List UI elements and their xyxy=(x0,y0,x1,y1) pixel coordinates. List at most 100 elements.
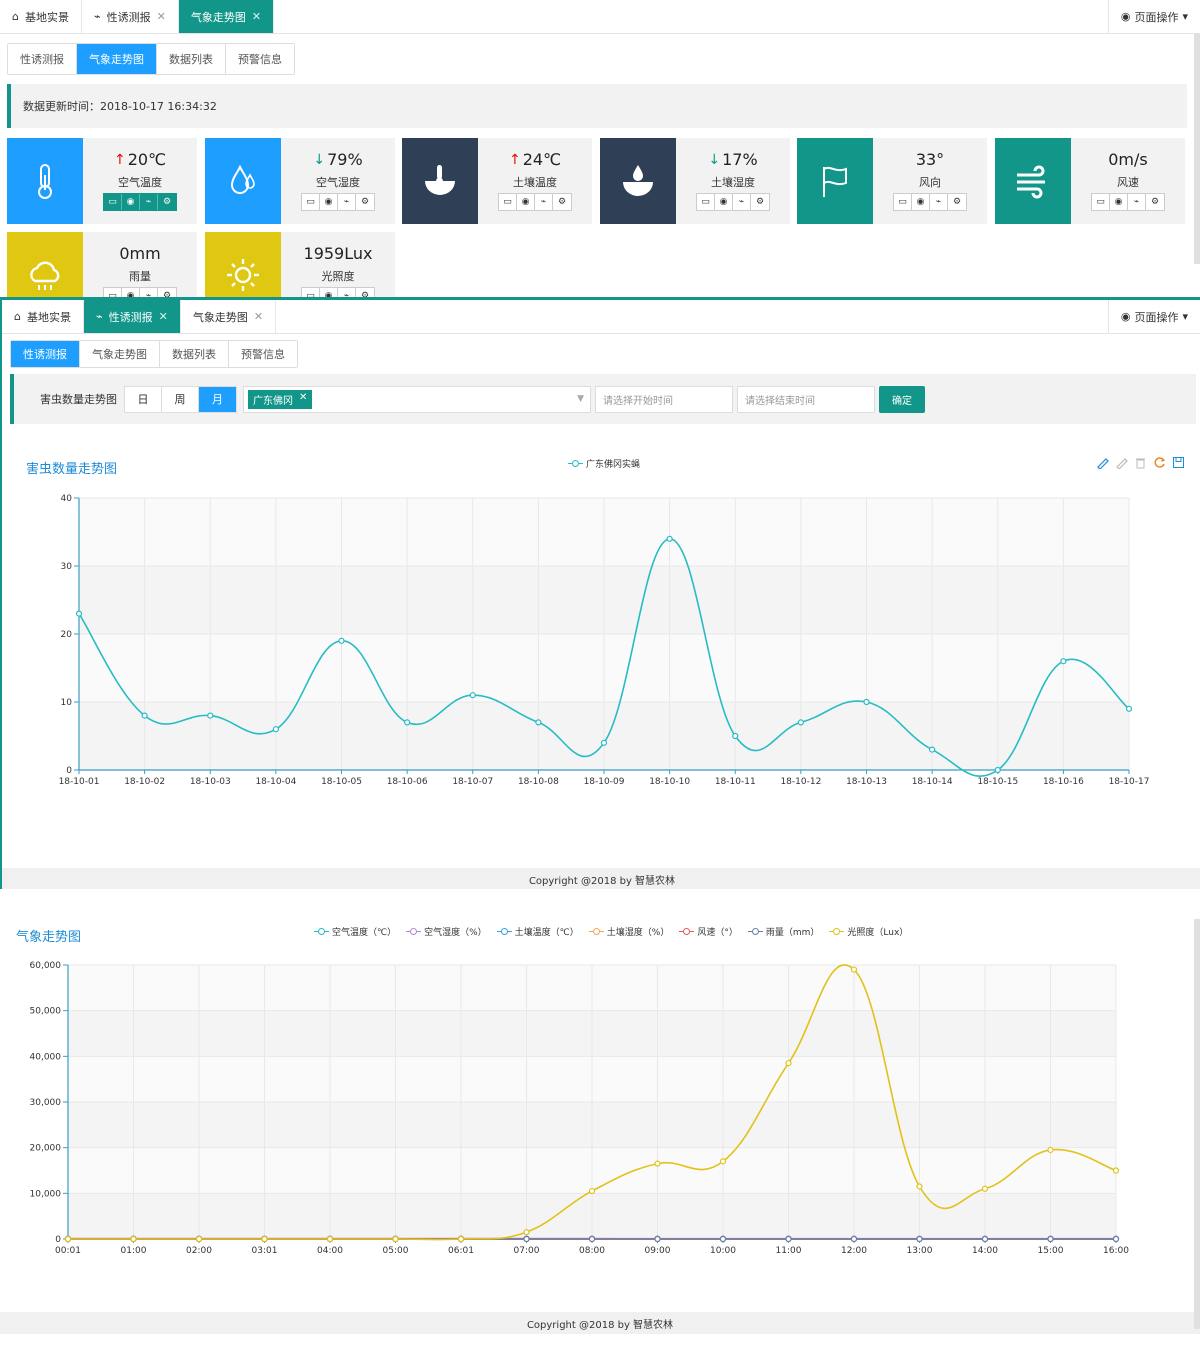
page-ops-button[interactable]: ◉ 页面操作 ▾ xyxy=(1107,0,1200,33)
sensor-card[interactable]: ↑ 20℃ 空气温度 ▭ ◉ ⌁ ⚙ xyxy=(7,138,197,224)
data-point[interactable] xyxy=(141,712,148,719)
tab-weather-trend[interactable]: 气象走势图 ✕ xyxy=(178,0,275,33)
data-point[interactable] xyxy=(654,1235,661,1243)
data-point[interactable] xyxy=(130,1235,137,1243)
refresh-icon[interactable] xyxy=(1153,456,1166,469)
close-icon[interactable]: ✕ xyxy=(156,10,166,23)
data-point[interactable] xyxy=(75,610,83,617)
pulse-icon[interactable]: ⌁ xyxy=(140,194,158,210)
record-icon[interactable]: ◉ xyxy=(912,194,930,210)
data-point[interactable] xyxy=(1125,705,1133,712)
settings-icon[interactable]: ⚙ xyxy=(360,291,370,298)
battery-icon[interactable]: ▭ xyxy=(302,288,320,298)
save-image-icon[interactable] xyxy=(1172,456,1185,469)
data-point[interactable] xyxy=(929,746,936,753)
settings-icon[interactable]: ⚙ xyxy=(360,197,370,207)
data-point[interactable] xyxy=(261,1235,268,1243)
data-point[interactable] xyxy=(392,1235,399,1243)
data-point[interactable] xyxy=(600,739,608,746)
battery-icon[interactable]: ▭ xyxy=(1092,194,1110,210)
confirm-button[interactable]: 确定 xyxy=(879,385,925,413)
data-point[interactable] xyxy=(850,966,858,973)
subtab-trap-report[interactable]: 性诱测报 xyxy=(8,44,77,74)
data-point[interactable] xyxy=(719,1235,727,1243)
data-point[interactable] xyxy=(1047,1235,1054,1243)
settings-icon[interactable]: ⚙ xyxy=(1150,197,1160,207)
data-point[interactable] xyxy=(785,1060,792,1067)
data-point[interactable] xyxy=(272,726,279,733)
subtab-weather-trend[interactable]: 气象走势图 xyxy=(80,341,160,367)
data-point[interactable] xyxy=(469,692,476,699)
end-date-input[interactable]: 请选择结束时间 xyxy=(737,385,875,413)
data-point[interactable] xyxy=(916,1183,923,1190)
data-point[interactable] xyxy=(326,1235,334,1243)
record-icon[interactable]: ◉ xyxy=(517,194,535,210)
start-date-input[interactable]: 请选择开始时间 xyxy=(595,385,733,413)
legend-item[interactable]: 雨量（mm） xyxy=(747,925,819,938)
scrollbar[interactable] xyxy=(1194,919,1200,1329)
tab-trap-report[interactable]: ⌁ 性诱测报 ✕ xyxy=(83,300,181,333)
data-point[interactable] xyxy=(535,719,542,726)
bar-switch-icon[interactable] xyxy=(1115,456,1128,469)
subtab-data-list[interactable]: 数据列表 xyxy=(160,341,229,367)
data-point[interactable] xyxy=(994,766,1001,774)
data-point[interactable] xyxy=(797,719,804,726)
sensor-card[interactable]: 33° 风向 ▭ ◉ ⌁ ⚙ xyxy=(797,138,987,224)
battery-icon[interactable]: ▭ xyxy=(302,194,320,210)
legend-item[interactable]: 空气温度（℃） xyxy=(314,925,396,938)
close-icon[interactable]: ✕ xyxy=(251,10,262,23)
record-icon[interactable]: ◉ xyxy=(122,194,140,210)
data-point[interactable] xyxy=(1112,1167,1120,1174)
clear-icon[interactable] xyxy=(1134,456,1147,469)
pulse-icon[interactable]: ⌁ xyxy=(930,194,948,210)
legend-item[interactable]: 风速（°） xyxy=(679,925,738,938)
data-point[interactable] xyxy=(981,1235,989,1243)
settings-icon[interactable]: ⚙ xyxy=(755,197,765,207)
data-point[interactable] xyxy=(588,1187,596,1195)
data-point[interactable] xyxy=(1047,1146,1054,1154)
data-point[interactable] xyxy=(457,1235,465,1243)
subtab-weather-trend[interactable]: 气象走势图 xyxy=(77,44,157,74)
tab-weather-trend[interactable]: 气象走势图 ✕ xyxy=(181,300,277,333)
sensor-card[interactable]: 1959Lux 光照度 ▭ ◉ ⌁ ⚙ xyxy=(205,232,395,298)
tab-base-live[interactable]: ⌂ 基地实景 xyxy=(0,0,82,33)
data-point[interactable] xyxy=(207,712,214,719)
data-point[interactable] xyxy=(404,719,411,726)
close-icon[interactable]: ✕ xyxy=(253,310,264,323)
tag-remove-icon[interactable]: ✕ xyxy=(299,391,308,403)
pulse-icon[interactable]: ⌁ xyxy=(733,194,751,210)
data-point[interactable] xyxy=(916,1235,923,1243)
battery-icon[interactable]: ▭ xyxy=(697,194,715,210)
pulse-icon[interactable]: ⌁ xyxy=(535,194,553,210)
data-point[interactable] xyxy=(654,1160,661,1167)
data-point[interactable] xyxy=(850,1235,858,1243)
battery-icon[interactable]: ▭ xyxy=(104,194,122,210)
subtab-warnings[interactable]: 预警信息 xyxy=(229,341,297,367)
location-select[interactable]: 广东佛冈 ✕ ▼ xyxy=(243,385,591,413)
battery-icon[interactable]: ▭ xyxy=(104,288,122,298)
tab-base-live[interactable]: ⌂ 基地实景 xyxy=(2,300,84,333)
pulse-icon[interactable]: ⌁ xyxy=(1128,194,1146,210)
record-icon[interactable]: ◉ xyxy=(715,194,733,210)
legend-item[interactable]: 广东佛冈实蝇 xyxy=(568,457,640,470)
range-day-button[interactable]: 日 xyxy=(125,386,162,412)
record-icon[interactable]: ◉ xyxy=(122,288,140,298)
close-icon[interactable]: ✕ xyxy=(158,310,168,323)
sensor-card[interactable]: 0m/s 风速 ▭ ◉ ⌁ ⚙ xyxy=(995,138,1185,224)
pulse-icon[interactable]: ⌁ xyxy=(140,288,158,298)
page-ops-button[interactable]: ◉ 页面操作 ▾ xyxy=(1107,300,1200,333)
data-point[interactable] xyxy=(523,1235,530,1243)
range-month-button[interactable]: 月 xyxy=(199,386,236,412)
tab-trap-report[interactable]: ⌁ 性诱测报 ✕ xyxy=(82,0,179,33)
settings-icon[interactable]: ⚙ xyxy=(952,197,962,207)
scrollbar[interactable] xyxy=(1194,34,1200,264)
pulse-icon[interactable]: ⌁ xyxy=(338,288,356,298)
legend-item[interactable]: 土壤湿度（%） xyxy=(588,925,669,938)
data-point[interactable] xyxy=(1112,1235,1120,1243)
legend-item[interactable]: 光照度（Lux） xyxy=(829,925,908,938)
subtab-trap-report[interactable]: 性诱测报 xyxy=(11,341,80,367)
sensor-card[interactable]: ↓ 17% 土壤湿度 ▭ ◉ ⌁ ⚙ xyxy=(600,138,790,224)
settings-icon[interactable]: ⚙ xyxy=(557,197,567,207)
line-switch-icon[interactable] xyxy=(1096,456,1109,469)
data-point[interactable] xyxy=(666,535,673,542)
